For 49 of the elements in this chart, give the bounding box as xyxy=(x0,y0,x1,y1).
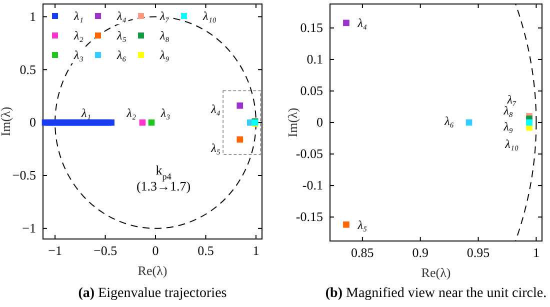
annotation: λ₁ xyxy=(80,106,91,120)
y-tick-label: 0.15 xyxy=(300,20,323,36)
legend-label: λ₂ xyxy=(73,28,84,43)
annotation: λ₅ xyxy=(356,218,368,232)
y-tick-label: -0.05 xyxy=(296,146,323,162)
text: (b) Magnified view near the unit circle. xyxy=(325,286,547,301)
y-tick-label: 0 xyxy=(316,114,323,130)
y-tick-label: -0.1 xyxy=(302,178,323,193)
annotation: λ₉ xyxy=(502,119,514,134)
x-axis-title: Re(λ) xyxy=(421,265,451,280)
x-tick-label: 0.9 xyxy=(412,245,428,260)
x-tick-label: 0 xyxy=(152,243,159,258)
legend-label: λ₄ xyxy=(116,9,126,24)
annotation: λ₁₀ xyxy=(504,137,519,152)
x-tick-label: 0.5 xyxy=(198,243,214,258)
annotation: λ₃ xyxy=(160,106,170,120)
y-tick-label: 0.5 xyxy=(20,62,36,77)
annotation: λ₂ xyxy=(126,106,136,120)
legend-label: λ₈ xyxy=(159,28,170,43)
annotation: λ₆ xyxy=(444,114,454,128)
legend-label: λ₃ xyxy=(73,48,84,62)
y-tick-label: 1 xyxy=(30,8,36,24)
y-axis-title: Im(λ) xyxy=(0,106,13,136)
legend-label: λ₅ xyxy=(116,28,126,43)
y-tick-label: −1 xyxy=(22,220,36,236)
legend-label: λ₉ xyxy=(159,48,170,62)
x-axis-title: Re(λ) xyxy=(138,263,168,278)
x-tick-label: 0.85 xyxy=(351,245,374,260)
annotation: λ₇ xyxy=(506,92,517,106)
x-tick-label: −0.5 xyxy=(93,243,118,258)
y-tick-label: 0 xyxy=(30,114,36,130)
y-tick-label: -0.15 xyxy=(296,209,323,224)
y-axis-title: Im(λ) xyxy=(285,108,300,138)
x-tick-label: −1 xyxy=(48,243,62,258)
x-tick-label: 1 xyxy=(532,245,540,260)
annotation: λ₅ xyxy=(210,141,220,156)
y-tick-label: 0.05 xyxy=(300,83,323,98)
legend-label: λ₁₀ xyxy=(202,9,217,24)
y-tick-label: 0.1 xyxy=(306,52,323,67)
annotation: λ₄ xyxy=(356,16,368,30)
y-tick-label: −0.5 xyxy=(12,168,36,183)
legend-label: λ₁ xyxy=(73,9,84,24)
legend-label: λ₆ xyxy=(116,48,126,62)
legend-label: λ₇ xyxy=(159,9,170,24)
annotation: λ₈ xyxy=(502,104,514,118)
text: (a) Eigenvalue trajectories xyxy=(78,286,227,301)
x-tick-label: 1 xyxy=(252,243,260,258)
x-tick-label: 0.95 xyxy=(466,245,490,260)
annotation: λ₄ xyxy=(210,102,220,116)
